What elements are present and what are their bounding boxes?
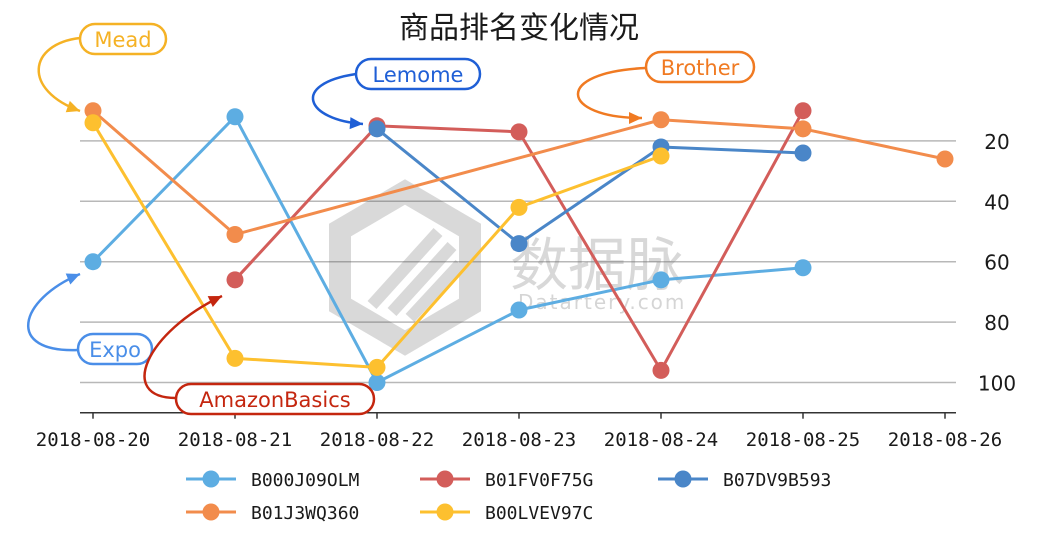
callout-mead: Mead [37,22,168,113]
x-tick-label: 2018-08-21 [178,429,292,451]
data-point [84,114,102,132]
x-tick-label: 2018-08-23 [462,429,576,451]
legend-item: B07DV9B593 [658,470,831,491]
callouts: Mead Lemome Brother Expo AmazonBasics [27,22,756,416]
callout-arrow [143,294,223,400]
data-point [652,361,670,379]
data-point [226,226,244,244]
series-B000J09OLM [84,108,812,391]
data-point [84,253,102,271]
arrowhead [349,117,363,130]
legend-marker [436,503,454,521]
callout-lemome: Lemome [311,57,482,130]
callout-box [76,332,154,366]
watermark: 数据脉 Datartery.com [329,179,684,356]
legend-item: B00LVEV97C [420,503,593,524]
series-B01J3WQ360 [84,102,954,244]
legend-item: B000J09OLM [186,470,360,491]
legend-item: B01FV0F75G [420,470,593,491]
legend-label: B07DV9B593 [723,470,831,491]
arrowhead [207,296,222,307]
data-point [510,123,528,141]
legend: B000J09OLM B01FV0F75G B07DV9B593 B01J3WQ360… [186,470,831,524]
data-point [84,102,102,120]
y-tick-label: 40 [984,190,1009,214]
callout-box [78,22,168,56]
y-tick-label: 80 [984,311,1009,335]
data-point [794,144,812,162]
callout-arrow [576,66,647,120]
legend-marker [436,470,454,488]
legend-label: B01FV0F75G [485,470,593,491]
legend-label: B00LVEV97C [485,503,593,524]
callout-expo: Expo [27,272,154,366]
legend-marker [202,503,220,521]
y-tick-label: 100 [978,372,1016,396]
grid-lines [80,140,956,384]
callout-label: Expo [89,338,141,362]
y-tick-label: 60 [984,251,1009,275]
data-point [510,235,528,253]
data-point [794,102,812,120]
callout-box [354,57,482,91]
series-line [376,127,804,246]
data-point [510,198,528,216]
data-point [368,358,386,376]
data-point [510,301,528,319]
callout-label: Mead [94,28,151,52]
legend-marker [202,470,220,488]
legend-marker [674,470,692,488]
watermark-logo [329,179,481,356]
data-point [226,108,244,126]
legend-label: B01J3WQ360 [251,503,359,524]
y-tick-label: 20 [984,130,1009,154]
x-tick-label: 2018-08-24 [604,429,718,451]
callout-label: Brother [661,56,740,80]
series-B00LVEV97C [84,114,670,376]
chart-title: 商品排名变化情况 [399,11,639,46]
callout-box [644,50,756,84]
callout-arrow [37,36,81,113]
arrowhead [629,112,642,124]
data-point [794,120,812,138]
series-line [91,115,804,384]
data-point [226,349,244,367]
data-point [794,259,812,277]
callout-label: Lemome [373,63,464,87]
data-point [652,111,670,129]
data-point [936,150,954,168]
x-tick-label: 2018-08-26 [888,429,1002,451]
data-point [652,147,670,165]
callout-label: AmazonBasics [199,388,350,412]
arrowhead [65,100,80,113]
x-tick-label: 2018-08-20 [36,429,150,451]
callout-amazonbasics: AmazonBasics [143,294,376,416]
callout-arrow [27,272,81,352]
legend-item: B01J3WQ360 [186,503,359,524]
x-tick-label: 2018-08-22 [320,429,434,451]
callout-box [174,382,376,416]
callout-arrow [311,72,364,126]
callout-brother: Brother [576,50,756,124]
data-point [368,374,386,391]
series-layer [84,102,954,391]
arrowhead [65,273,80,285]
data-point [652,271,670,289]
legend-label: B000J09OLM [251,470,360,491]
x-tick-label: 2018-08-25 [746,429,860,451]
data-point [368,120,386,138]
data-point [226,271,244,289]
